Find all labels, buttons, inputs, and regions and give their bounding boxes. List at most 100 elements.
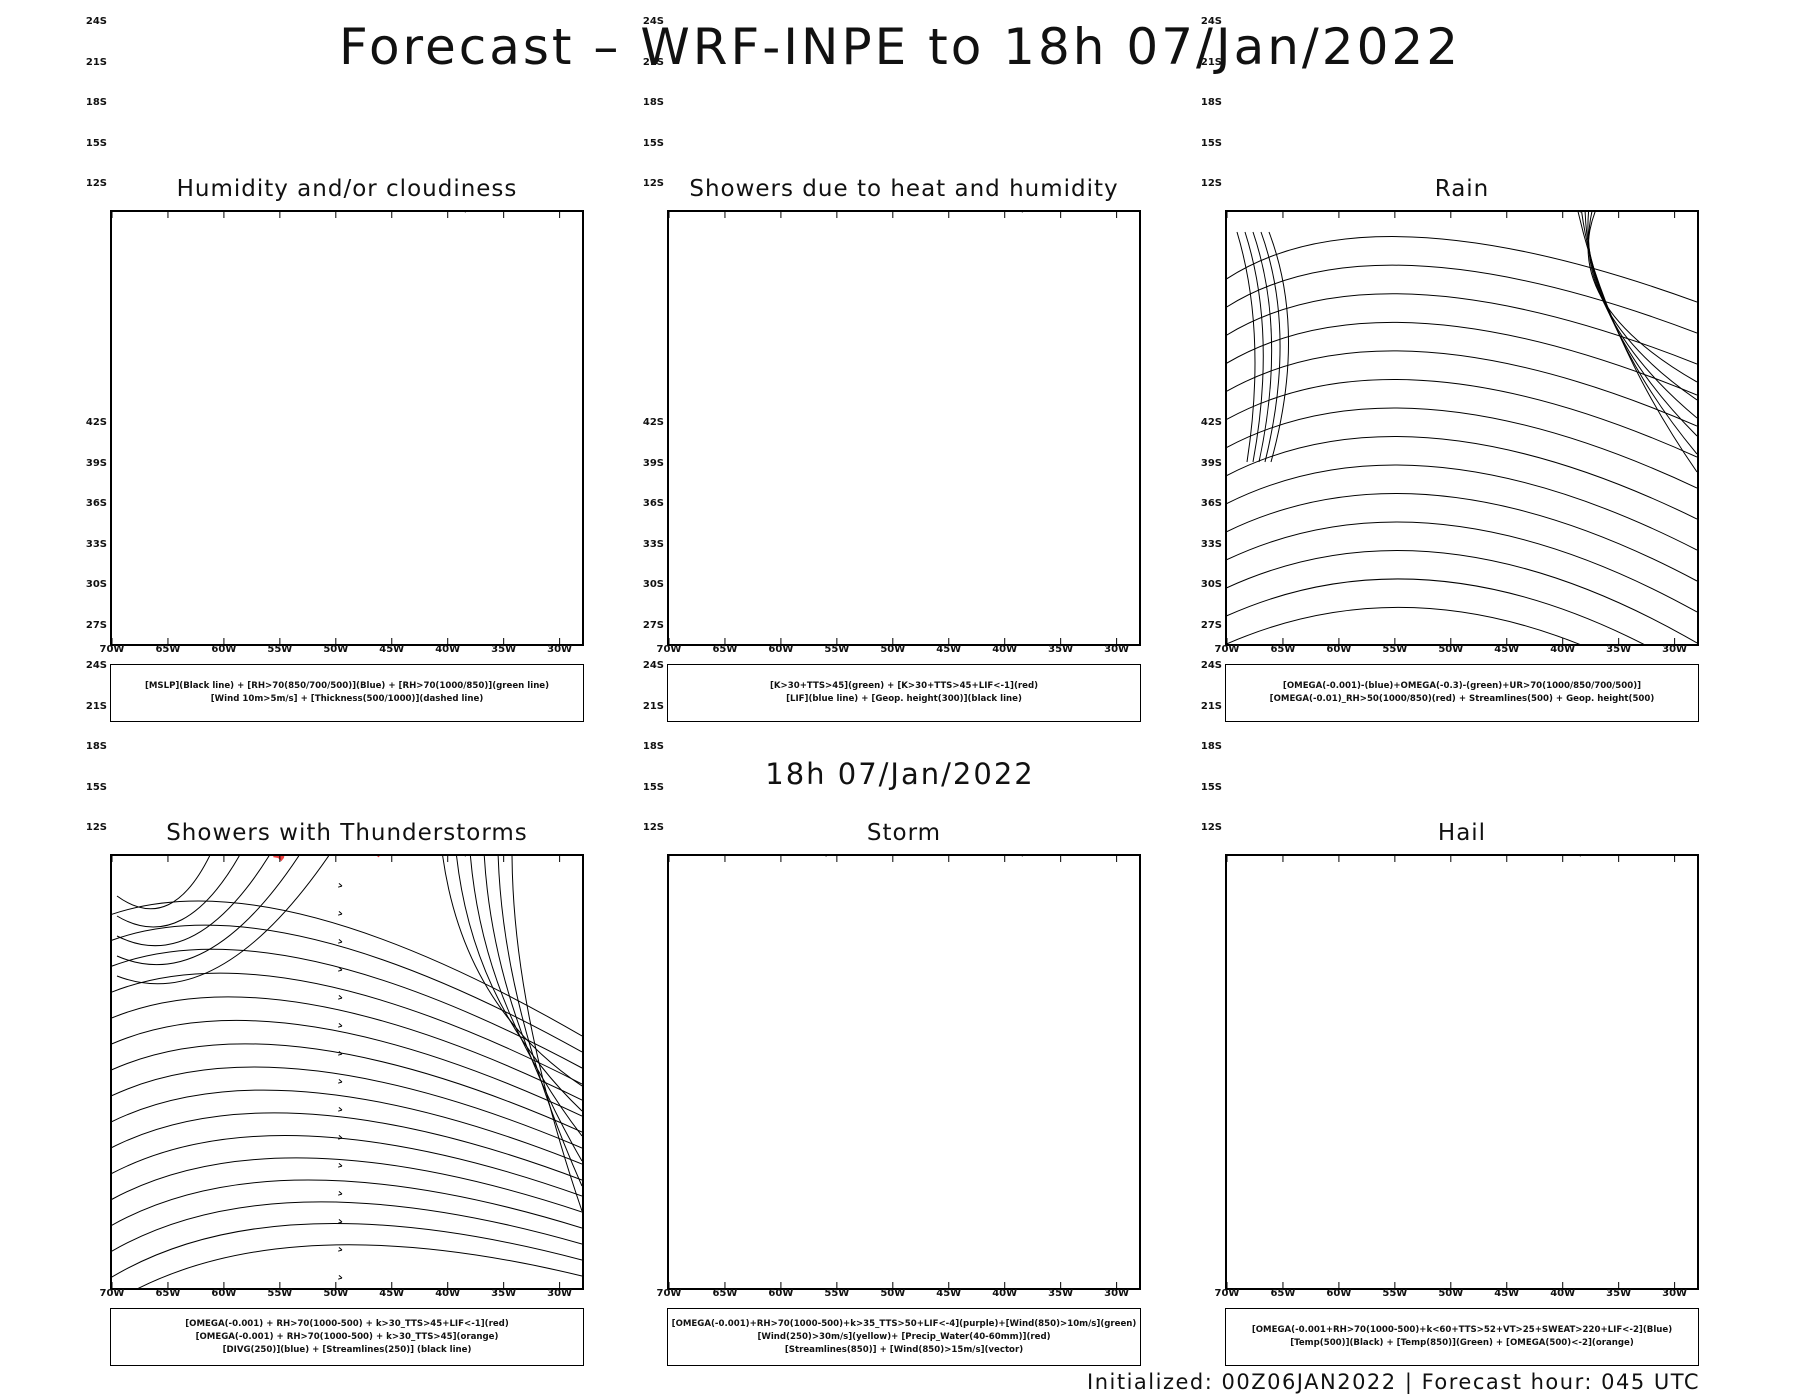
lat-tick-label: 39S: [85, 457, 107, 469]
lat-tick-label: 24S: [642, 16, 664, 27]
lat-tick-label: 39S: [642, 457, 664, 469]
lat-tick-label: 21S: [85, 56, 107, 68]
legend-line: [OMEGA(-0.001) + RH>70(1000-500) + k>30_…: [195, 1331, 499, 1342]
lon-tick-label: 35W: [1606, 644, 1632, 655]
lat-tick-label: 12S: [642, 178, 664, 189]
lon-tick-label: 60W: [211, 1288, 237, 1299]
lon-tick-label: 65W: [1270, 1288, 1296, 1299]
lon-tick-label: 40W: [992, 644, 1018, 655]
panel-title: Rain: [1434, 176, 1490, 202]
lon-tick-label: 65W: [1270, 644, 1296, 655]
panel-title: Showers due to heat and humidity: [689, 176, 1119, 202]
lat-tick-label: 33S: [85, 538, 107, 550]
lon-tick-label: 55W: [1382, 1288, 1408, 1299]
lat-tick-label: 27S: [642, 619, 664, 631]
lat-tick-label: 18S: [1200, 97, 1222, 108]
lat-tick-label: 30S: [1200, 579, 1222, 590]
legend-line: [Wind(250)>30m/s](yellow)+ [Precip_Water…: [757, 1331, 1051, 1342]
lon-tick-label: 55W: [267, 1288, 293, 1299]
lat-tick-label: 12S: [85, 822, 107, 833]
lon-tick-label: 35W: [1048, 644, 1074, 655]
lat-tick-label: 21S: [1200, 56, 1222, 68]
lat-tick-label: 42S: [85, 417, 107, 428]
lon-tick-label: 50W: [323, 1288, 349, 1299]
lat-tick-label: 18S: [642, 97, 664, 108]
lon-tick-label: 50W: [1438, 644, 1464, 655]
forecast-time-subtitle: 18h 07/Jan/2022: [765, 757, 1035, 791]
lon-tick-label: 50W: [323, 644, 349, 655]
lon-tick-label: 45W: [936, 1288, 962, 1299]
legend-line: [Temp(500)](Black) + [Temp(850)](Green) …: [1290, 1338, 1634, 1348]
lon-tick-label: 55W: [1382, 644, 1408, 655]
map-frame: 582585576579579576582573: [1225, 210, 1699, 646]
panel-title: Showers with Thunderstorms: [166, 820, 528, 846]
lat-tick-label: 15S: [642, 137, 664, 149]
lon-tick-label: 70W: [656, 1288, 682, 1299]
weather-map: 1004100410081012100410081012100410081012…: [112, 212, 561, 644]
weather-map: 96009600960095209600952095209440-3-3-3-3…: [669, 212, 1118, 644]
legend-box: [MSLP](Black line) + [RH>70(850/700/500)…: [110, 664, 584, 722]
lat-tick-label: 24S: [1200, 16, 1222, 27]
lat-tick-label: 36S: [1200, 498, 1222, 509]
lon-tick-label: 35W: [1048, 1288, 1074, 1299]
lat-tick-label: 12S: [1200, 178, 1222, 189]
init-footer: Initialized: 00Z06JAN2022 | Forecast hou…: [1087, 1370, 1700, 1394]
lon-tick-label: 30W: [1662, 644, 1688, 655]
lon-tick-label: 60W: [211, 644, 237, 655]
map-frame: 1004100410081012100410081012100410081012…: [110, 210, 584, 646]
panel-title: Humidity and/or cloudiness: [176, 176, 518, 202]
weather-map: [112, 856, 582, 1288]
lon-tick-label: 55W: [267, 644, 293, 655]
legend-line: [LIF](blue line) + [Geop. height(300)](b…: [786, 694, 1022, 704]
lon-tick-label: 45W: [1494, 644, 1520, 655]
lon-tick-label: 45W: [379, 1288, 405, 1299]
lat-tick-label: 27S: [85, 619, 107, 631]
lon-tick-label: 70W: [656, 644, 682, 655]
lat-tick-label: 18S: [642, 741, 664, 752]
lon-tick-label: 45W: [1494, 1288, 1520, 1299]
lat-tick-label: 24S: [642, 660, 664, 671]
lon-tick-label: 60W: [768, 1288, 794, 1299]
legend-line: [Wind 10m>5m/s] + [Thickness(500/1000)](…: [210, 694, 484, 704]
lon-tick-label: 65W: [712, 1288, 738, 1299]
lat-tick-label: 18S: [85, 741, 107, 752]
lon-tick-label: 50W: [880, 1288, 906, 1299]
lon-tick-label: 50W: [1438, 1288, 1464, 1299]
legend-line: [OMEGA(-0.001)+RH>70(1000-500)+k>35_TTS>…: [671, 1318, 1137, 1329]
lat-tick-label: 24S: [85, 660, 107, 671]
legend-box: [OMEGA(-0.001+RH>70(1000-500)+k<60+TTS>5…: [1225, 1308, 1699, 1366]
legend-box: [OMEGA(-0.001)+RH>70(1000-500)+k>35_TTS>…: [667, 1308, 1141, 1366]
lat-tick-label: 21S: [642, 700, 664, 712]
lon-tick-label: 40W: [1550, 1288, 1576, 1299]
lon-tick-label: 60W: [1326, 644, 1352, 655]
map-frame: 96009600960095209600952095209440-3-3-3-3…: [667, 210, 1141, 646]
lon-tick-label: 30W: [1662, 1288, 1688, 1299]
lat-tick-label: 24S: [1200, 660, 1222, 671]
legend-line: [Streamlines(850)] + [Wind(850)>15m/s](v…: [784, 1344, 1024, 1355]
lon-tick-label: 45W: [936, 644, 962, 655]
lat-tick-label: 42S: [642, 417, 664, 428]
lat-tick-label: 36S: [85, 498, 107, 509]
legend-line: [DIVG(250)](blue) + [Streamlines(250)] (…: [222, 1344, 472, 1355]
lon-tick-label: 40W: [1550, 644, 1576, 655]
lon-tick-label: 60W: [1326, 1288, 1352, 1299]
lat-tick-label: 42S: [1200, 417, 1222, 428]
lat-tick-label: 39S: [1200, 457, 1222, 469]
lon-tick-label: 55W: [824, 1288, 850, 1299]
lon-tick-label: 65W: [155, 1288, 181, 1299]
lat-tick-label: 15S: [1200, 781, 1222, 793]
map-frame: 405040504050: [667, 854, 1141, 1290]
legend-box: [OMEGA(-0.001)-(blue)+OMEGA(-0.3)-(green…: [1225, 664, 1699, 722]
lat-tick-label: 18S: [1200, 741, 1222, 752]
lon-tick-label: 70W: [1214, 644, 1240, 655]
lon-tick-label: 70W: [99, 644, 125, 655]
legend-line: [OMEGA(-0.001)-(blue)+OMEGA(-0.3)-(green…: [1282, 681, 1642, 691]
lon-tick-label: 45W: [379, 644, 405, 655]
map-frame: -6-6-6-6-6242118151212151821241215121815…: [1225, 854, 1699, 1290]
lon-tick-label: 30W: [1104, 644, 1130, 655]
lat-tick-label: 12S: [85, 178, 107, 189]
lat-tick-label: 15S: [642, 781, 664, 793]
lat-tick-label: 15S: [85, 137, 107, 149]
lat-tick-label: 30S: [642, 579, 664, 590]
lat-tick-label: 15S: [1200, 137, 1222, 149]
